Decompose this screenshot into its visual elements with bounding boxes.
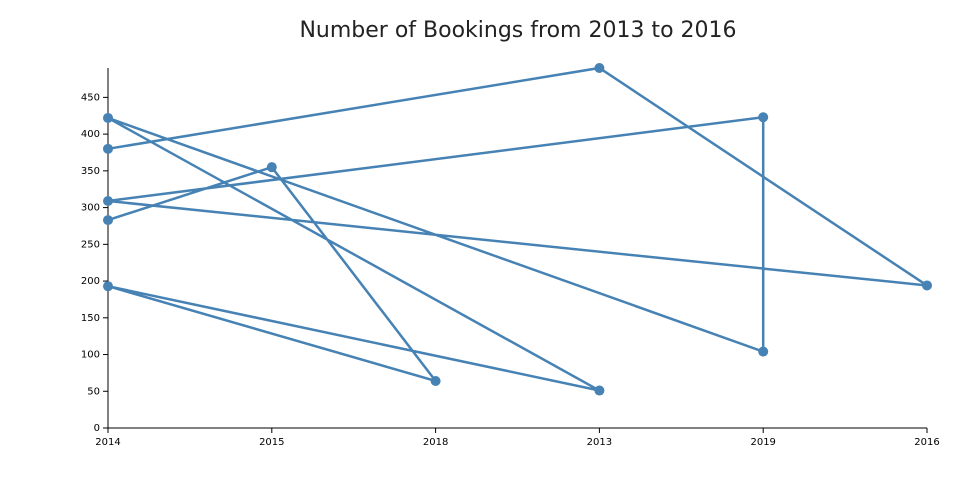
data-point xyxy=(103,215,113,226)
data-point xyxy=(430,375,441,386)
y-tick-label: 300 xyxy=(81,203,100,214)
data-point xyxy=(758,346,769,357)
y-tick-label: 50 xyxy=(87,386,100,397)
x-tick-label: 2015 xyxy=(259,437,284,448)
y-tick-label: 150 xyxy=(81,313,100,324)
x-tick-label: 2019 xyxy=(750,437,775,448)
y-tick-label: 400 xyxy=(81,129,100,140)
y-tick-label: 200 xyxy=(81,276,100,287)
data-point xyxy=(103,143,113,154)
data-point xyxy=(922,280,932,291)
y-tick-label: 0 xyxy=(94,423,100,434)
data-point xyxy=(103,281,113,292)
x-tick-label: 2014 xyxy=(95,437,120,448)
y-tick-label: 350 xyxy=(81,166,100,177)
data-point xyxy=(103,112,113,123)
data-point xyxy=(594,63,605,73)
y-tick-label: 250 xyxy=(81,239,100,250)
y-tick-label: 100 xyxy=(81,350,100,361)
data-point xyxy=(266,162,277,173)
y-tick-label: 450 xyxy=(81,92,100,103)
x-tick-label: 2016 xyxy=(914,437,939,448)
x-tick-label: 2013 xyxy=(587,437,612,448)
x-tick-label: 2018 xyxy=(423,437,448,448)
chart-title: Number of Bookings from 2013 to 2016 xyxy=(299,18,736,43)
data-point xyxy=(758,112,769,123)
data-point xyxy=(594,385,605,396)
data-line xyxy=(107,66,928,392)
data-point xyxy=(103,195,113,206)
